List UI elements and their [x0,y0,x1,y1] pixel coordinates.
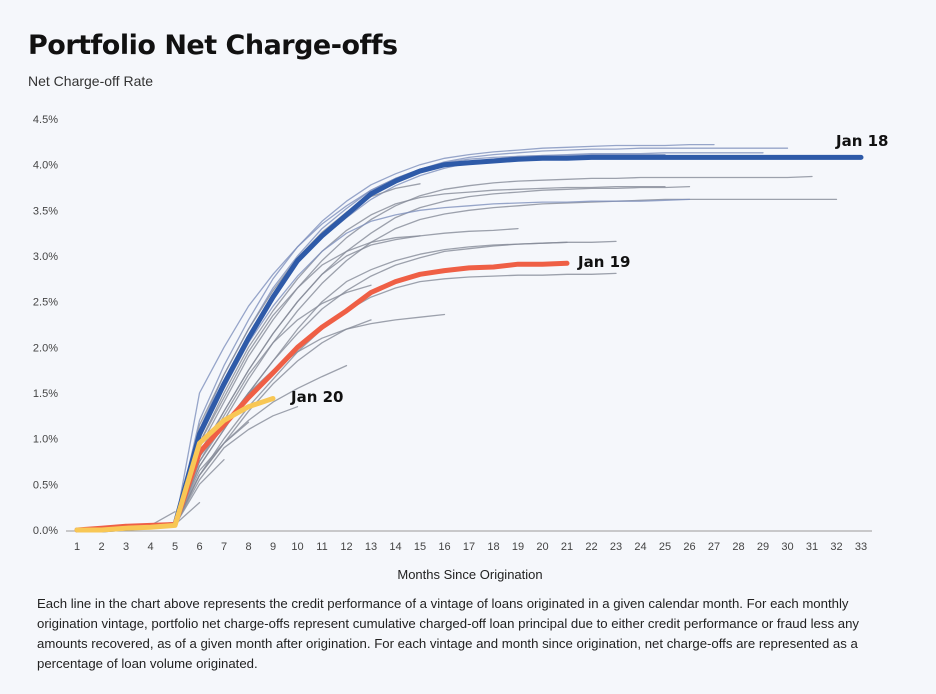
vintage-line [76,374,274,531]
vintage-line [76,235,421,531]
y-tick-label: 3.5% [33,205,58,217]
highlighted-vintage-lines [74,154,864,533]
x-tick-label: 16 [438,541,450,553]
y-tick-label: 0.0% [33,525,58,537]
x-tick-label: 2 [98,541,104,553]
series-line-jan20 [74,396,276,533]
y-tick-label: 4.0% [33,160,58,172]
chart-title: Portfolio Net Charge-offs [28,30,398,61]
x-tick-label: 28 [732,541,744,553]
x-tick-label: 5 [172,541,178,553]
x-tick-label: 21 [561,541,573,553]
vintage-line [76,143,715,531]
x-tick-label: 29 [757,541,769,553]
vintage-line [76,240,617,531]
x-tick-label: 17 [463,541,475,553]
y-tick-label: 4.5% [33,114,58,126]
x-tick-label: 14 [389,541,401,553]
vintage-line [76,459,225,531]
x-tick-label: 25 [659,541,671,553]
series-line-jan18 [74,154,864,533]
x-tick-label: 15 [414,541,426,553]
y-tick-label: 1.0% [33,434,58,446]
x-tick-label: 20 [536,541,548,553]
x-tick-label: 18 [487,541,499,553]
series-labels: Jan 18 Jan 19 Jan 20 [290,132,888,406]
x-tick-label: 3 [123,541,129,553]
x-tick-label: 27 [708,541,720,553]
x-tick-label: 22 [585,541,597,553]
x-tick-label: 9 [270,541,276,553]
vintage-line [76,406,299,531]
chart-caption: Each line in the chart above represents … [37,596,859,671]
x-tick-label: 31 [806,541,818,553]
y-tick-label: 2.0% [33,342,58,354]
x-tick-label: 6 [196,541,202,553]
x-tick-label: 32 [830,541,842,553]
x-tick-label: 13 [365,541,377,553]
y-axis-ticks: 0.0% 0.5% 1.0% 1.5% 2.0% 2.5% 3.0% 3.5% 4.0% 4.5% [33,114,58,537]
y-tick-label: 3.0% [33,251,58,263]
net-charge-off-chart: 0.0% 0.5% 1.0% 1.5% 2.0% 2.5% 3.0% 3.5% 4.0% 4.5%… [33,114,889,582]
vintage-line [76,147,789,531]
vintage-line [76,185,691,531]
x-tick-label: 12 [340,541,352,553]
vintage-line [76,421,250,531]
x-axis-ticks: 1 2 3 4 5 6 7 8 9 10 11 12 13 14 15 16 17 18 19 20 21 22 23 24 2… [74,541,867,553]
x-tick-label: 33 [855,541,867,553]
x-tick-label: 19 [512,541,524,553]
vintage-line [76,198,691,531]
x-tick-label: 24 [634,541,646,553]
x-axis-label: Months Since Origination [397,567,542,582]
vintage-line [76,241,568,531]
series-label-jan20: Jan 20 [290,388,343,406]
x-tick-label: 1 [74,541,80,553]
x-tick-label: 7 [221,541,227,553]
y-tick-label: 0.5% [33,479,58,491]
y-tick-label: 2.5% [33,297,58,309]
vintage-line [76,152,764,531]
x-tick-label: 4 [147,541,153,553]
x-tick-label: 10 [291,541,303,553]
x-tick-label: 26 [683,541,695,553]
vintage-line [76,185,666,531]
x-tick-label: 30 [781,541,793,553]
series-label-jan19: Jan 19 [577,253,630,271]
x-tick-label: 23 [610,541,622,553]
y-tick-label: 1.5% [33,388,58,400]
vintage-line [76,153,666,531]
series-label-jan18: Jan 18 [835,132,888,150]
x-tick-label: 8 [245,541,251,553]
chart-subtitle: Net Charge-off Rate [28,73,154,89]
vintage-line [76,227,519,531]
x-tick-label: 11 [316,541,327,553]
